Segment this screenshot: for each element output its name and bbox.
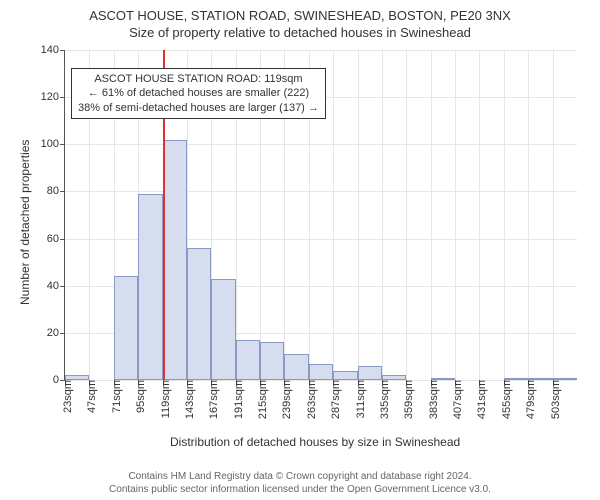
gridline-v [333, 50, 334, 380]
histogram-bar [236, 340, 260, 380]
x-tick-label: 359sqm [397, 380, 415, 419]
gridline-h [65, 191, 577, 192]
x-axis-title: Distribution of detached houses by size … [170, 435, 460, 449]
annotation-box: ASCOT HOUSE STATION ROAD: 119sqm ← 61% o… [71, 68, 326, 119]
y-tick-label: 20 [47, 327, 65, 339]
x-tick-label: 119sqm [154, 380, 172, 418]
x-tick-label: 431sqm [470, 380, 488, 419]
histogram-bar [309, 364, 333, 381]
x-tick-label: 95sqm [129, 380, 147, 413]
histogram-bar [260, 342, 284, 380]
y-axis-title: Number of detached properties [18, 140, 32, 305]
x-tick-label: 263sqm [300, 380, 318, 419]
y-tick-label: 60 [47, 233, 65, 245]
y-tick-label: 80 [47, 185, 65, 197]
gridline-v [553, 50, 554, 380]
x-tick-label: 455sqm [495, 380, 513, 419]
histogram-bar [211, 279, 235, 380]
plot-area: ASCOT HOUSE STATION ROAD: 119sqm ← 61% o… [64, 50, 577, 381]
histogram-bar [187, 248, 211, 380]
x-tick-label: 479sqm [519, 380, 537, 419]
footer-line-1: Contains HM Land Registry data © Crown c… [0, 470, 600, 483]
gridline-h [65, 144, 577, 145]
x-tick-label: 287sqm [324, 380, 342, 419]
histogram-bar [114, 276, 138, 380]
y-tick-label: 40 [47, 280, 65, 292]
gridline-v [382, 50, 383, 380]
gridline-v [455, 50, 456, 380]
y-tick-label: 120 [41, 91, 65, 103]
annotation-line-1: ASCOT HOUSE STATION ROAD: 119sqm [78, 72, 319, 86]
x-tick-label: 215sqm [251, 380, 269, 419]
x-tick-label: 239sqm [275, 380, 293, 419]
x-tick-label: 503sqm [544, 380, 562, 419]
y-tick-label: 140 [41, 44, 65, 56]
histogram-bar [163, 140, 187, 380]
gridline-v [504, 50, 505, 380]
x-tick-label: 167sqm [202, 380, 220, 419]
title-line-1: ASCOT HOUSE, STATION ROAD, SWINESHEAD, B… [0, 8, 600, 25]
histogram-bar [333, 371, 357, 380]
x-tick-label: 383sqm [422, 380, 440, 419]
x-tick-label: 23sqm [56, 380, 74, 413]
gridline-h [65, 50, 577, 51]
gridline-v [358, 50, 359, 380]
x-tick-label: 47sqm [80, 380, 98, 413]
x-tick-label: 311sqm [349, 380, 367, 418]
gridline-v [431, 50, 432, 380]
x-tick-label: 407sqm [446, 380, 464, 419]
x-tick-label: 71sqm [105, 380, 123, 413]
gridline-v [406, 50, 407, 380]
chart-container: ASCOT HOUSE, STATION ROAD, SWINESHEAD, B… [0, 0, 600, 500]
gridline-v [479, 50, 480, 380]
gridline-v [528, 50, 529, 380]
histogram-bar [284, 354, 308, 380]
title-line-2: Size of property relative to detached ho… [0, 25, 600, 42]
y-tick-label: 100 [41, 138, 65, 150]
footer: Contains HM Land Registry data © Crown c… [0, 470, 600, 496]
histogram-bar [138, 194, 162, 380]
x-tick-label: 143sqm [178, 380, 196, 419]
x-tick-label: 191sqm [227, 380, 245, 419]
annotation-line-3: 38% of semi-detached houses are larger (… [78, 101, 319, 115]
x-tick-label: 335sqm [373, 380, 391, 419]
histogram-bar [358, 366, 382, 380]
footer-line-2: Contains public sector information licen… [0, 483, 600, 496]
titles-block: ASCOT HOUSE, STATION ROAD, SWINESHEAD, B… [0, 0, 600, 42]
annotation-line-2: ← 61% of detached houses are smaller (22… [78, 86, 319, 100]
